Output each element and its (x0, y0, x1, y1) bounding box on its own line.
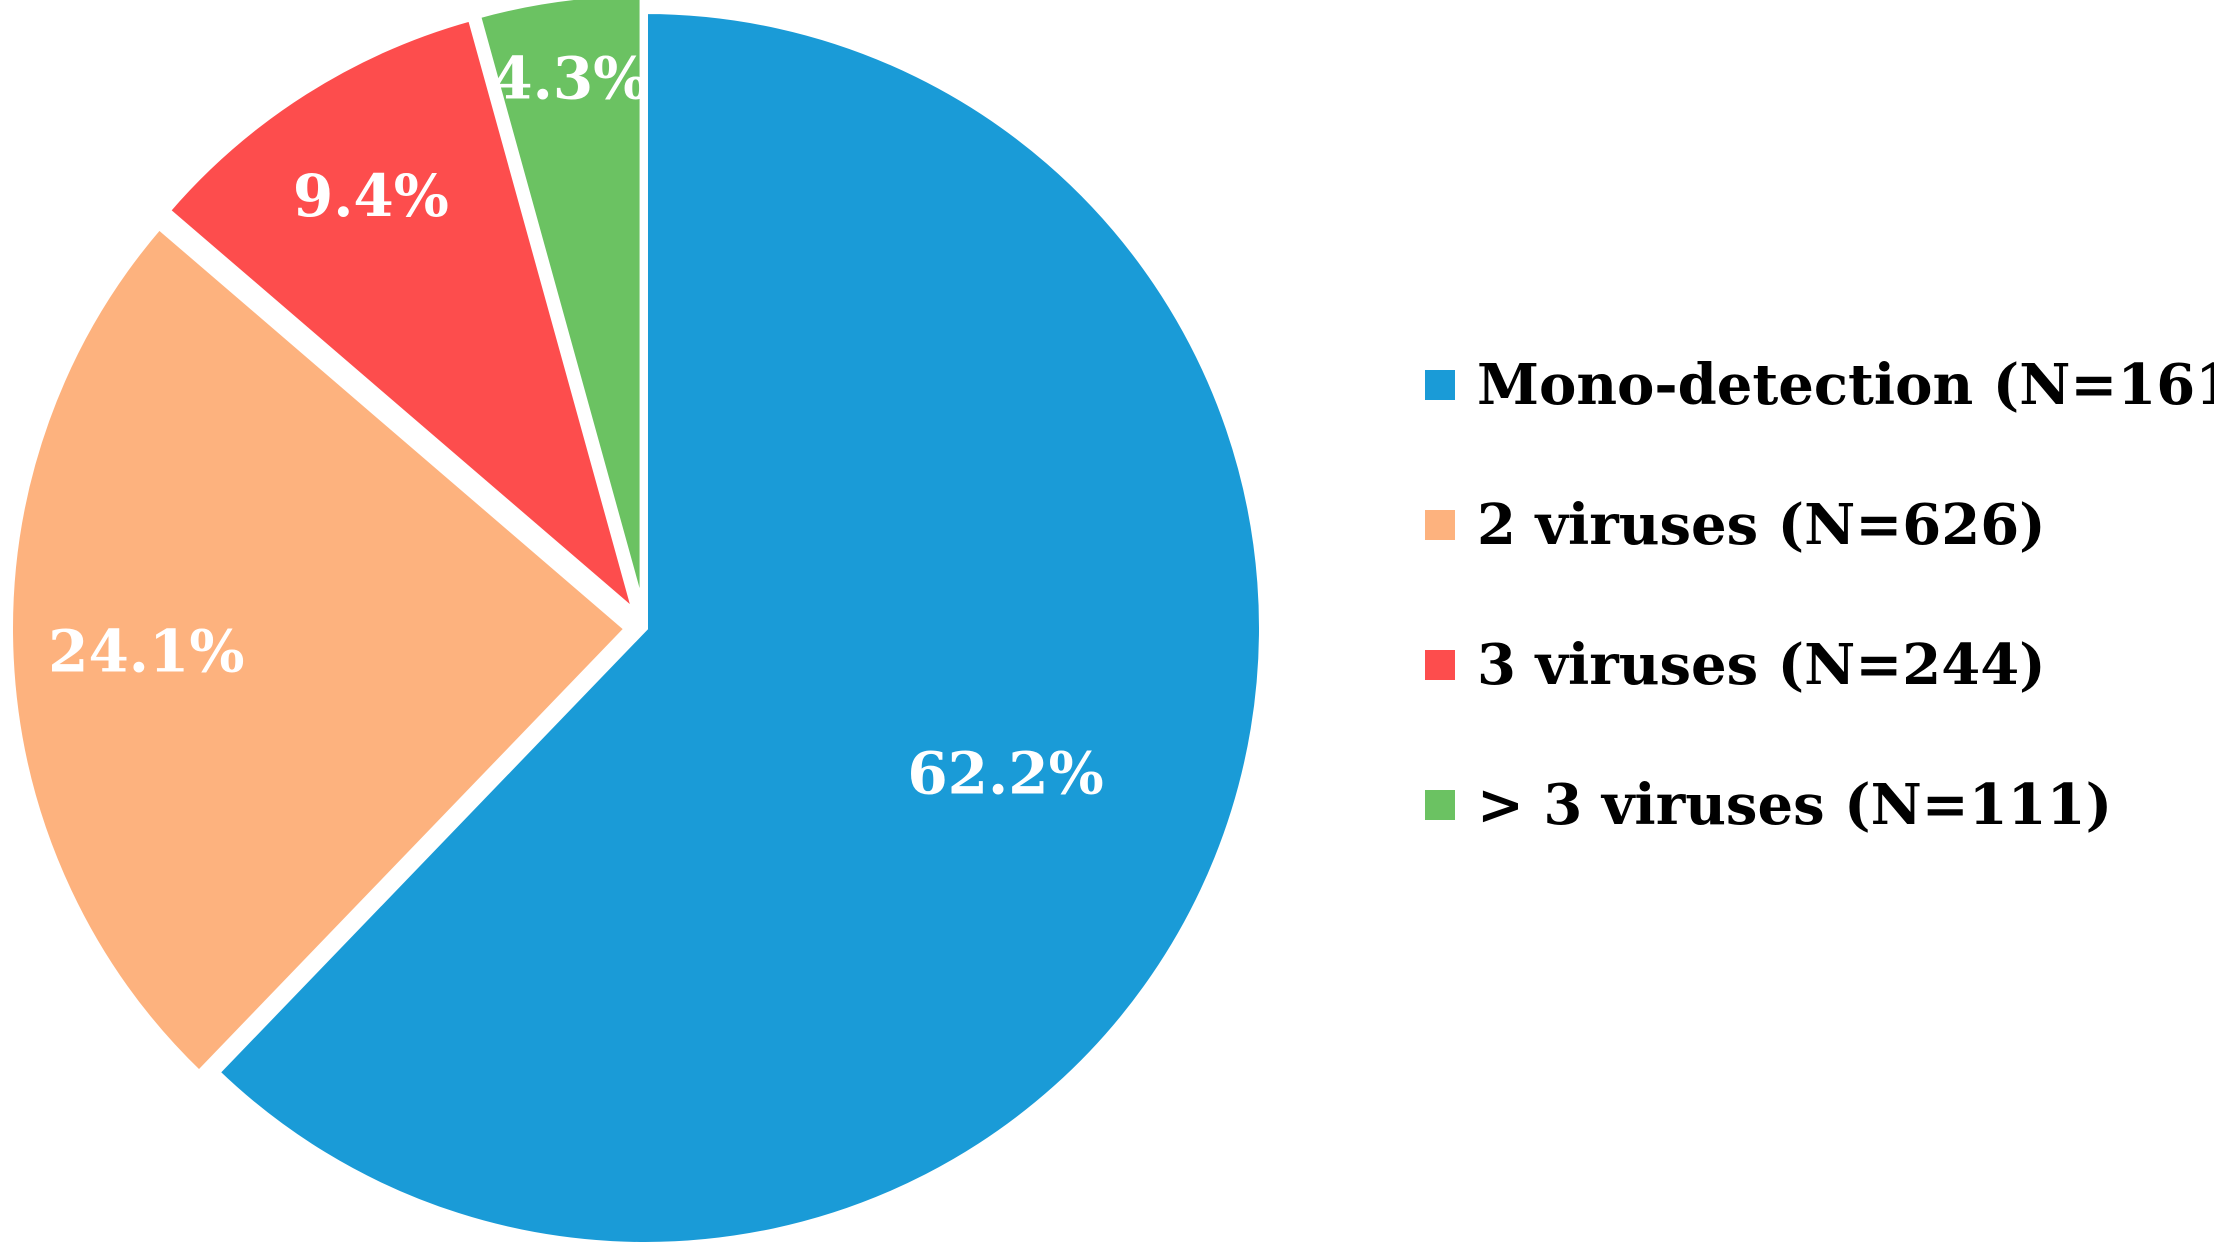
legend-swatch (1425, 370, 1455, 400)
legend-label: > 3 viruses (N=111) (1477, 772, 2112, 838)
slice-label-mono-detection-n-1611: 62.2% (907, 739, 1103, 807)
legend-label: 3 viruses (N=244) (1477, 632, 2046, 698)
pie-slice-3-viruses-n-111 (474, 0, 646, 611)
legend-swatch (1425, 650, 1455, 680)
legend: Mono-detection (N=1611) 2 viruses (N=626)… (1425, 352, 2214, 838)
slice-label-3-viruses-n-111: 4.3% (492, 44, 648, 112)
legend-item-mono-detection-n-1611: Mono-detection (N=1611) (1425, 352, 2214, 418)
pie-slices (7, 0, 1266, 1248)
legend-item-2-viruses-n-626: 2 viruses (N=626) (1425, 492, 2046, 558)
pie-slice-3-viruses-n-244 (163, 14, 641, 622)
pie-slice-mono-detection-n-1611 (212, 7, 1266, 1248)
legend-item-3-viruses-n-244: 3 viruses (N=244) (1425, 632, 2046, 698)
legend-label: 2 viruses (N=626) (1477, 492, 2046, 558)
legend-swatch (1425, 510, 1455, 540)
legend-item-3-viruses-n-111: > 3 viruses (N=111) (1425, 772, 2112, 838)
legend-swatch (1425, 790, 1455, 820)
legend-label: Mono-detection (N=1611) (1477, 352, 2214, 418)
slice-label-2-viruses-n-626: 24.1% (48, 618, 244, 686)
slice-label-3-viruses-n-244: 9.4% (293, 162, 449, 230)
slice-labels: 62.2% 24.1% 9.4% 4.3% (48, 44, 1104, 807)
pie-slice-2-viruses-n-626 (7, 222, 632, 1078)
